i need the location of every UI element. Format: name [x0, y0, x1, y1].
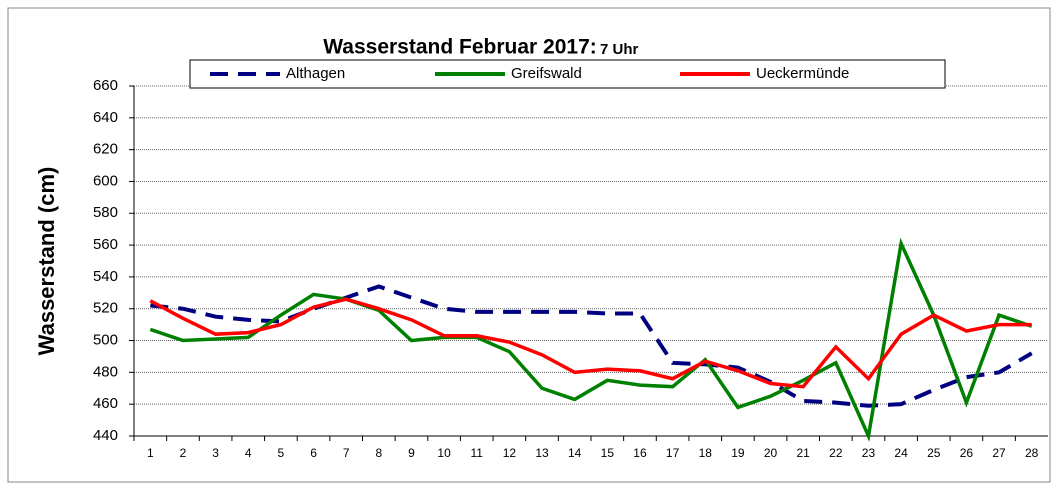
legend-box [189, 59, 946, 89]
x-tick-label: 26 [960, 446, 974, 460]
x-tick-label: 2 [180, 446, 187, 460]
x-tick-label: 25 [927, 446, 941, 460]
y-tick-label: 620 [93, 141, 118, 158]
y-tick-label: 560 [93, 236, 118, 253]
y-tick-label: 440 [93, 427, 118, 444]
chart-subtitle: 7 Uhr [600, 41, 639, 58]
y-tick-label: 600 [93, 172, 118, 189]
x-tick-label: 9 [408, 446, 415, 460]
x-tick-label: 18 [699, 446, 713, 460]
x-tick-label: 8 [375, 446, 382, 460]
x-tick-label: 17 [666, 446, 680, 460]
x-tick-label: 22 [829, 446, 843, 460]
x-tick-label: 13 [535, 446, 549, 460]
x-tick-label: 24 [894, 446, 908, 460]
x-tick-label: 5 [278, 446, 285, 460]
x-tick-label: 11 [471, 446, 484, 460]
y-tick-label: 640 [93, 109, 118, 126]
y-tick-label: 460 [93, 395, 118, 412]
x-tick-label: 28 [1025, 446, 1039, 460]
chart-title: Wasserstand Februar 2017: [323, 36, 597, 59]
legend-label: Greifswald [511, 65, 582, 82]
x-tick-label: 7 [343, 446, 350, 460]
y-tick-label: 520 [93, 300, 118, 317]
y-axis-label: Wasserstand (cm) [34, 167, 59, 356]
x-tick-label: 6 [310, 446, 317, 460]
x-tick-label: 16 [633, 446, 647, 460]
x-tick-label: 1 [147, 446, 154, 460]
y-tick-label: 480 [93, 363, 118, 380]
y-tick-label: 580 [93, 204, 118, 221]
x-tick-label: 15 [601, 446, 615, 460]
y-tick-label: 500 [93, 332, 118, 349]
x-tick-label: 27 [992, 446, 1006, 460]
x-tick-label: 14 [568, 446, 582, 460]
legend-label: Althagen [286, 65, 345, 82]
x-tick-label: 19 [731, 446, 745, 460]
x-tick-label: 20 [764, 446, 778, 460]
y-tick-label: 540 [93, 268, 118, 285]
x-tick-label: 3 [212, 446, 219, 460]
x-tick-label: 4 [245, 446, 252, 460]
x-tick-label: 23 [862, 446, 876, 460]
series-line [149, 237, 1033, 442]
x-tick-label: 12 [503, 446, 517, 460]
x-tick-label: 21 [796, 446, 810, 460]
legend-label: Ueckermünde [756, 65, 849, 82]
series-line [149, 297, 1032, 389]
y-tick-label: 660 [93, 77, 118, 94]
x-tick-label: 10 [437, 446, 451, 460]
